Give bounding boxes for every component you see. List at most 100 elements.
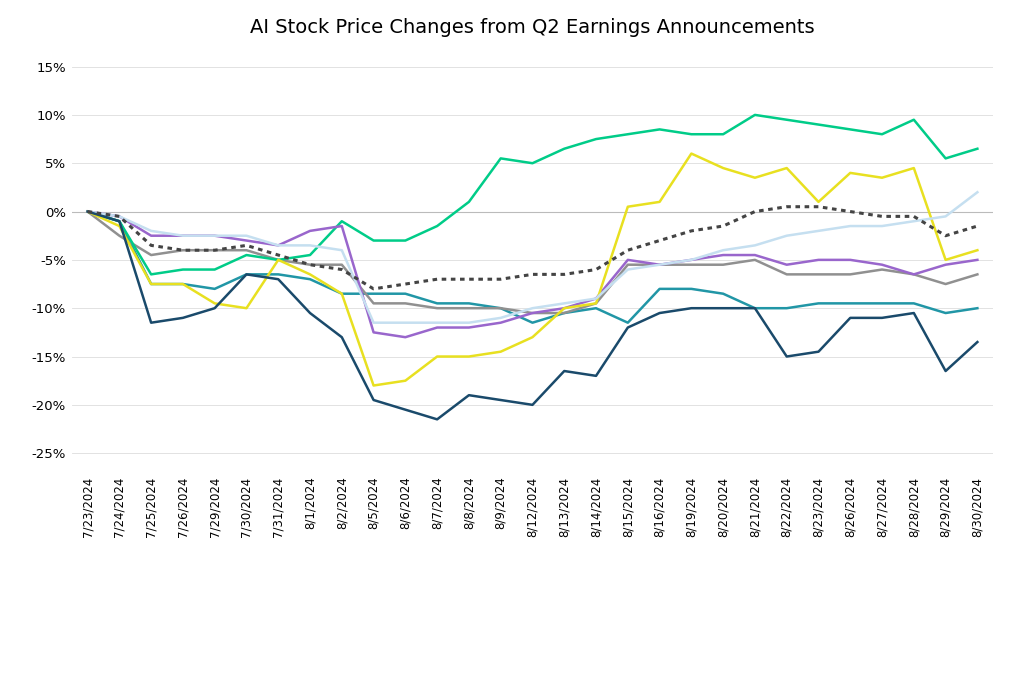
Nasdaq-100® bbox=[368, 285, 380, 293]
Line: Tesla: Tesla bbox=[88, 211, 977, 419]
Google bbox=[876, 299, 888, 307]
Microsoft bbox=[463, 304, 475, 313]
Nasdaq-100® bbox=[844, 207, 856, 215]
Meta bbox=[177, 265, 189, 273]
Nvidia bbox=[304, 270, 316, 278]
Nasdaq-100® bbox=[177, 246, 189, 254]
Meta bbox=[463, 198, 475, 206]
Microsoft bbox=[939, 280, 951, 288]
Apple bbox=[114, 213, 126, 221]
Apple bbox=[241, 232, 253, 240]
Microsoft bbox=[653, 261, 666, 269]
Amazon bbox=[590, 294, 602, 302]
Apple bbox=[812, 227, 824, 235]
Amazon bbox=[304, 227, 316, 235]
Tesla bbox=[336, 333, 348, 342]
Nvidia bbox=[717, 164, 729, 172]
Apple bbox=[939, 213, 951, 221]
Google bbox=[368, 290, 380, 298]
Line: Google: Google bbox=[88, 211, 977, 323]
Meta bbox=[272, 256, 285, 264]
Google bbox=[717, 290, 729, 298]
Apple bbox=[780, 232, 793, 240]
Amazon bbox=[812, 256, 824, 264]
Nasdaq-100® bbox=[971, 222, 983, 230]
Nvidia bbox=[336, 290, 348, 298]
Nvidia bbox=[368, 381, 380, 389]
Tesla bbox=[368, 396, 380, 404]
Apple bbox=[907, 217, 920, 225]
Apple bbox=[622, 265, 634, 273]
Tesla bbox=[209, 304, 221, 313]
Nvidia bbox=[495, 348, 507, 356]
Google bbox=[399, 290, 412, 298]
Microsoft bbox=[177, 246, 189, 254]
Amazon bbox=[114, 213, 126, 221]
Tesla bbox=[907, 309, 920, 317]
Amazon bbox=[685, 256, 697, 264]
Tesla bbox=[177, 314, 189, 322]
Nasdaq-100® bbox=[145, 242, 158, 250]
Apple bbox=[590, 294, 602, 302]
Line: Amazon: Amazon bbox=[88, 211, 977, 338]
Tesla bbox=[717, 304, 729, 313]
Microsoft bbox=[241, 246, 253, 254]
Tesla bbox=[780, 352, 793, 360]
Meta bbox=[558, 144, 570, 153]
Apple bbox=[717, 246, 729, 254]
Amazon bbox=[177, 232, 189, 240]
Nasdaq-100® bbox=[431, 275, 443, 284]
Meta bbox=[114, 217, 126, 225]
Amazon bbox=[336, 222, 348, 230]
Apple bbox=[177, 232, 189, 240]
Nasdaq-100® bbox=[780, 202, 793, 211]
Microsoft bbox=[876, 265, 888, 273]
Apple bbox=[272, 242, 285, 250]
Microsoft bbox=[812, 270, 824, 278]
Microsoft bbox=[844, 270, 856, 278]
Nvidia bbox=[209, 299, 221, 307]
Tesla bbox=[145, 319, 158, 327]
Nasdaq-100® bbox=[876, 213, 888, 221]
Nvidia bbox=[907, 164, 920, 172]
Meta bbox=[399, 236, 412, 244]
Nasdaq-100® bbox=[749, 207, 761, 215]
Nasdaq-100® bbox=[272, 251, 285, 259]
Nvidia bbox=[685, 150, 697, 158]
Nvidia bbox=[399, 377, 412, 385]
Nasdaq-100® bbox=[114, 213, 126, 221]
Meta bbox=[971, 144, 983, 153]
Google bbox=[590, 304, 602, 313]
Amazon bbox=[717, 251, 729, 259]
Nvidia bbox=[241, 304, 253, 313]
Nvidia bbox=[622, 202, 634, 211]
Amazon bbox=[431, 323, 443, 331]
Nvidia bbox=[876, 173, 888, 182]
Apple bbox=[971, 188, 983, 196]
Apple bbox=[526, 304, 539, 313]
Apple bbox=[463, 319, 475, 327]
Meta bbox=[209, 265, 221, 273]
Tesla bbox=[971, 338, 983, 346]
Amazon bbox=[145, 232, 158, 240]
Nasdaq-100® bbox=[399, 280, 412, 288]
Apple bbox=[145, 227, 158, 235]
Apple bbox=[558, 299, 570, 307]
Meta bbox=[526, 159, 539, 167]
Google bbox=[939, 309, 951, 317]
Meta bbox=[368, 236, 380, 244]
Apple bbox=[653, 261, 666, 269]
Google bbox=[622, 319, 634, 327]
Meta bbox=[653, 126, 666, 134]
Meta bbox=[431, 222, 443, 230]
Microsoft bbox=[495, 304, 507, 313]
Google bbox=[653, 285, 666, 293]
Microsoft bbox=[114, 232, 126, 240]
Amazon bbox=[907, 270, 920, 278]
Apple bbox=[368, 319, 380, 327]
Nasdaq-100® bbox=[82, 207, 94, 215]
Microsoft bbox=[431, 304, 443, 313]
Apple bbox=[749, 242, 761, 250]
Apple bbox=[82, 207, 94, 215]
Meta bbox=[495, 155, 507, 163]
